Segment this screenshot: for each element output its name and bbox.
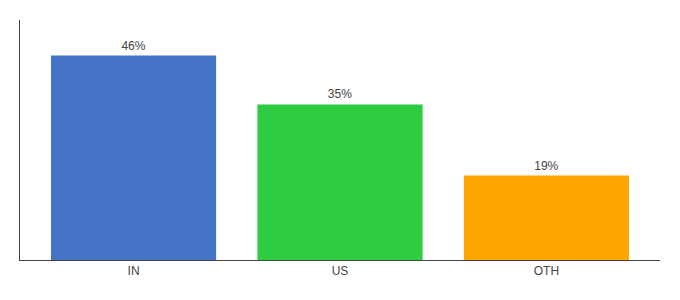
- svg-text:US: US: [332, 264, 349, 278]
- svg-text:OTH: OTH: [534, 264, 559, 278]
- svg-text:19%: 19%: [534, 159, 558, 173]
- svg-text:IN: IN: [128, 264, 140, 278]
- svg-text:35%: 35%: [328, 87, 352, 101]
- svg-text:46%: 46%: [121, 39, 145, 53]
